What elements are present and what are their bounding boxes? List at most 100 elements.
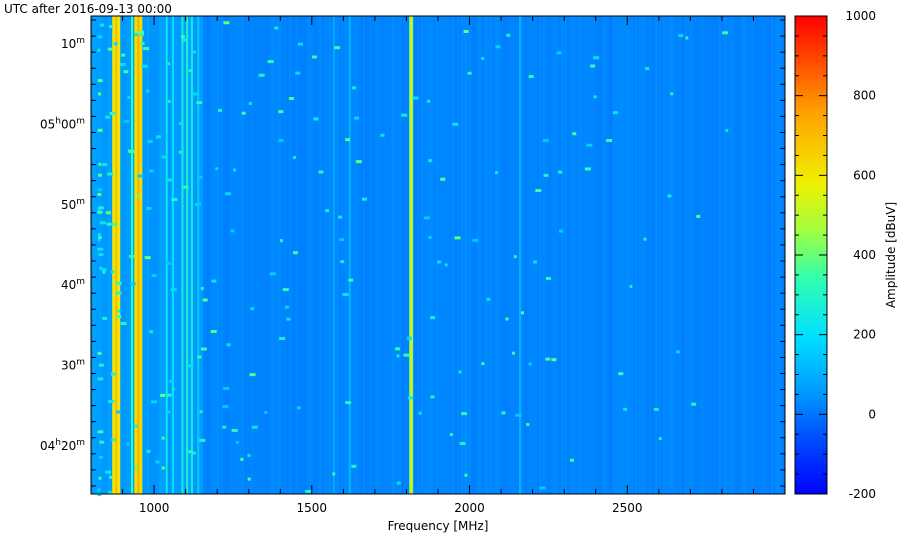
streak bbox=[533, 16, 535, 494]
streak bbox=[701, 16, 703, 494]
speckle bbox=[512, 351, 516, 355]
streak bbox=[367, 16, 369, 494]
y-axis: 04h20m 30m 40m 50m 05h00m 10m bbox=[40, 19, 785, 487]
speckle bbox=[430, 395, 435, 399]
streak bbox=[319, 16, 321, 494]
streak bbox=[773, 16, 775, 494]
streak bbox=[317, 16, 319, 494]
streak bbox=[295, 16, 297, 494]
speckle bbox=[105, 211, 111, 215]
streak bbox=[775, 16, 777, 494]
streak bbox=[271, 16, 273, 494]
streak bbox=[431, 16, 433, 494]
speckle bbox=[351, 464, 357, 468]
speckle bbox=[108, 400, 115, 404]
speckle bbox=[108, 491, 113, 495]
speckle bbox=[100, 23, 105, 27]
streak bbox=[505, 16, 507, 494]
streak bbox=[685, 16, 687, 494]
speckle bbox=[342, 292, 349, 296]
speckle bbox=[134, 33, 138, 37]
streak bbox=[737, 16, 739, 494]
speckle bbox=[148, 169, 154, 173]
speckle bbox=[395, 347, 401, 351]
streak bbox=[563, 16, 565, 494]
streak bbox=[429, 16, 431, 494]
speckle bbox=[98, 206, 105, 210]
speckle bbox=[339, 238, 345, 242]
streak bbox=[435, 16, 437, 494]
streak bbox=[105, 16, 107, 494]
streak bbox=[123, 16, 125, 494]
streak bbox=[693, 16, 695, 494]
streak bbox=[561, 16, 563, 494]
colorbar-tick-label: 400 bbox=[853, 248, 876, 262]
streak bbox=[345, 16, 347, 494]
spectral-line bbox=[190, 16, 193, 494]
streak bbox=[611, 16, 613, 494]
streak bbox=[97, 16, 99, 494]
streak bbox=[437, 16, 439, 494]
streak bbox=[509, 16, 511, 494]
streak bbox=[385, 16, 387, 494]
speckle bbox=[167, 99, 171, 103]
streak bbox=[405, 16, 407, 494]
speckle bbox=[126, 442, 130, 446]
streak bbox=[675, 16, 677, 494]
speckle bbox=[120, 322, 127, 326]
y-tick-label: 10m bbox=[61, 36, 85, 51]
speckle bbox=[481, 57, 485, 61]
spectral-line bbox=[181, 16, 184, 494]
streak bbox=[339, 16, 341, 494]
streak bbox=[719, 16, 721, 494]
streak bbox=[543, 16, 545, 494]
streak bbox=[755, 16, 757, 494]
speckle bbox=[722, 31, 729, 35]
streak bbox=[335, 16, 337, 494]
speckle bbox=[137, 30, 144, 34]
streak bbox=[395, 16, 397, 494]
streak bbox=[619, 16, 621, 494]
speckle bbox=[183, 38, 189, 42]
speckle bbox=[187, 364, 194, 368]
streak bbox=[221, 16, 223, 494]
speckle bbox=[97, 128, 103, 132]
streak bbox=[475, 16, 477, 494]
streak bbox=[517, 16, 519, 494]
streak bbox=[355, 16, 357, 494]
streak bbox=[535, 16, 537, 494]
streak bbox=[321, 16, 323, 494]
strong-spectral-line-core bbox=[410, 16, 413, 494]
speckle bbox=[109, 25, 114, 29]
streak bbox=[607, 16, 609, 494]
streak bbox=[469, 16, 471, 494]
speckle bbox=[312, 55, 318, 59]
streak bbox=[353, 16, 355, 494]
speckle bbox=[97, 377, 104, 381]
streak bbox=[713, 16, 715, 494]
streak bbox=[703, 16, 705, 494]
streak bbox=[311, 16, 313, 494]
streak bbox=[421, 16, 423, 494]
speckle bbox=[146, 449, 151, 453]
streak bbox=[749, 16, 751, 494]
speckle bbox=[556, 51, 562, 55]
streak bbox=[265, 16, 267, 494]
streak bbox=[255, 16, 257, 494]
streak bbox=[149, 16, 151, 494]
colorbar-tick-label: 800 bbox=[853, 89, 876, 103]
streak bbox=[351, 16, 353, 494]
streak bbox=[603, 16, 605, 494]
speckle bbox=[332, 472, 336, 476]
streak bbox=[627, 16, 629, 494]
speckle bbox=[461, 412, 468, 416]
streak bbox=[247, 16, 249, 494]
interference-speckles bbox=[97, 21, 729, 497]
speckle bbox=[231, 428, 238, 432]
streak bbox=[293, 16, 295, 494]
streak bbox=[361, 16, 363, 494]
streak bbox=[559, 16, 561, 494]
strong-spectral-line-core bbox=[115, 16, 118, 494]
speckle bbox=[134, 466, 138, 470]
streak bbox=[95, 16, 97, 494]
